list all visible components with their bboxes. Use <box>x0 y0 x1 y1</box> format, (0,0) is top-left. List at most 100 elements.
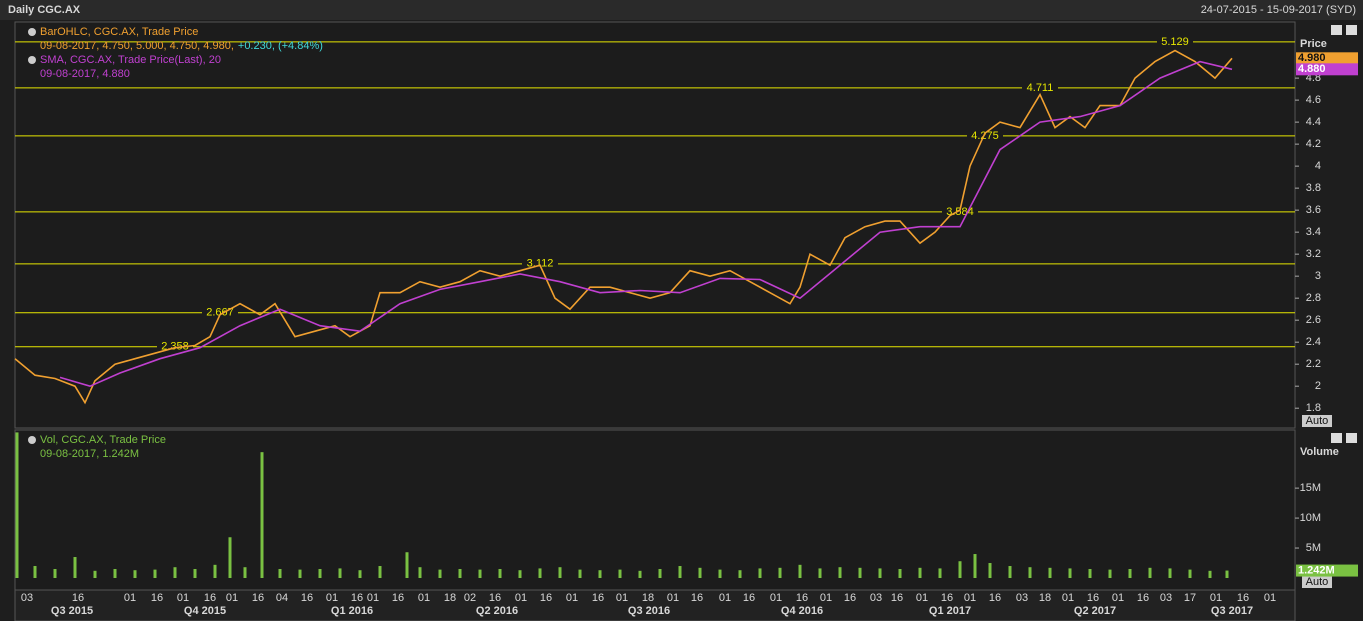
price-panel <box>14 21 1296 429</box>
volume-bar <box>838 567 842 578</box>
y-tick-label: 3.8 <box>1306 182 1321 194</box>
volume-bar <box>718 569 722 578</box>
level-label-bg <box>522 257 558 270</box>
auto-button-label[interactable]: Auto <box>1306 415 1329 427</box>
x-tick-label: 17 <box>1184 592 1196 604</box>
y-tick-label: 4 <box>1315 160 1321 172</box>
level-label: 2.667 <box>206 307 234 319</box>
volume-bar <box>818 568 822 578</box>
volume-bar <box>778 567 782 578</box>
x-tick-label: 01 <box>177 592 189 604</box>
auto-button-label[interactable]: Auto <box>1306 576 1329 588</box>
volume-bar <box>798 564 802 578</box>
volume-bar <box>558 567 562 578</box>
quarter-label: Q2 2016 <box>476 605 518 617</box>
volume-bar <box>1225 570 1229 578</box>
x-tick-label: 03 <box>1160 592 1172 604</box>
y-tick-label: 3.4 <box>1306 226 1321 238</box>
y-tick-label: 3.6 <box>1306 204 1321 216</box>
header-bar <box>0 0 1363 20</box>
x-tick-label: 01 <box>226 592 238 604</box>
x-tick-label: 16 <box>1137 592 1149 604</box>
maximize-button[interactable] <box>1331 25 1342 35</box>
volume-bar <box>1168 568 1172 578</box>
close-button[interactable] <box>1346 25 1357 35</box>
last-value-label: 4.980 <box>1298 52 1326 64</box>
volume-bar <box>213 564 217 578</box>
x-tick-label: 16 <box>989 592 1001 604</box>
volume-bar <box>578 569 582 578</box>
legend-detail: 09-08-2017, 1.242M <box>40 448 139 460</box>
volume-bar <box>1128 569 1132 578</box>
x-tick-label: 16 <box>151 592 163 604</box>
volume-bar <box>1008 566 1012 578</box>
auto-button[interactable] <box>1302 576 1332 588</box>
volume-bar <box>418 567 422 578</box>
maximize-button[interactable] <box>1331 433 1342 443</box>
level-label-bg <box>967 129 1003 142</box>
quarter-label: Q2 2017 <box>1074 605 1116 617</box>
quarter-label: Q4 2015 <box>184 605 226 617</box>
volume-bar <box>638 570 642 578</box>
volume-bar <box>938 568 942 578</box>
volume-bar <box>458 569 462 578</box>
volume-bar <box>1068 568 1072 578</box>
volume-bar <box>498 569 502 578</box>
x-tick-label: 01 <box>770 592 782 604</box>
quarter-label: Q3 2016 <box>628 605 670 617</box>
last-value-tag <box>1296 63 1358 76</box>
volume-bar <box>1148 567 1152 578</box>
y-tick-label: 1.8 <box>1306 402 1321 414</box>
x-tick-label: 18 <box>444 592 456 604</box>
level-label-bg <box>1157 35 1193 48</box>
volume-bar <box>93 570 97 578</box>
y-tick-label: 4.2 <box>1306 138 1321 150</box>
quarter-label: Q3 2017 <box>1211 605 1253 617</box>
y-tick-label: 5M <box>1306 542 1321 554</box>
legend-detail: 09-08-2017, 4.880 <box>40 68 130 80</box>
volume-bar <box>358 570 362 578</box>
x-tick-label: 01 <box>418 592 430 604</box>
volume-bar <box>113 569 117 578</box>
x-tick-label: 16 <box>351 592 363 604</box>
x-tick-label: 18 <box>642 592 654 604</box>
legend-icon <box>28 28 36 36</box>
x-tick-label: 01 <box>1112 592 1124 604</box>
volume-bar <box>958 561 962 578</box>
volume-bar <box>698 567 702 578</box>
y-tick-label: 2.2 <box>1306 358 1321 370</box>
volume-bar <box>973 554 977 578</box>
level-label: 4.711 <box>1027 82 1054 94</box>
axis-title: Volume <box>1300 446 1339 458</box>
volume-bar <box>1048 567 1052 578</box>
y-tick-label: 2 <box>1315 380 1321 392</box>
volume-bar <box>438 569 442 578</box>
volume-bar <box>898 569 902 578</box>
volume-bar <box>918 567 922 578</box>
legend-change: +0.230, (+4.84%) <box>238 40 323 52</box>
legend-detail-values: 09-08-2017, 1.242M <box>40 448 139 460</box>
y-tick-label: 15M <box>1300 482 1321 494</box>
auto-button[interactable] <box>1302 415 1332 427</box>
volume-bar <box>338 568 342 578</box>
legend-name: BarOHLC, CGC.AX, Trade Price <box>40 26 198 38</box>
x-tick-label: 16 <box>941 592 953 604</box>
volume-bar <box>318 569 322 578</box>
y-tick-label: 3.2 <box>1306 248 1321 260</box>
volume-bar <box>658 569 662 578</box>
price-panel-buttons[interactable] <box>1331 25 1357 443</box>
x-tick-label: 01 <box>1210 592 1222 604</box>
last-value-tag <box>1296 564 1358 577</box>
last-value-label: 1.242M <box>1298 564 1335 576</box>
volume-bar <box>1108 569 1112 578</box>
header-range: 24-07-2015 - 15-09-2017 (SYD) <box>1201 4 1356 16</box>
y-tick-label: 2.6 <box>1306 314 1321 326</box>
volume-bar <box>243 567 247 578</box>
legend-detail-values: 09-08-2017, 4.750, 5.000, 4.750, 4.980, <box>40 40 234 52</box>
volume-bar <box>478 569 482 578</box>
x-tick-label: 16 <box>743 592 755 604</box>
close-button[interactable] <box>1346 433 1357 443</box>
volume-bar <box>1208 570 1212 578</box>
volume-bar <box>538 568 542 578</box>
